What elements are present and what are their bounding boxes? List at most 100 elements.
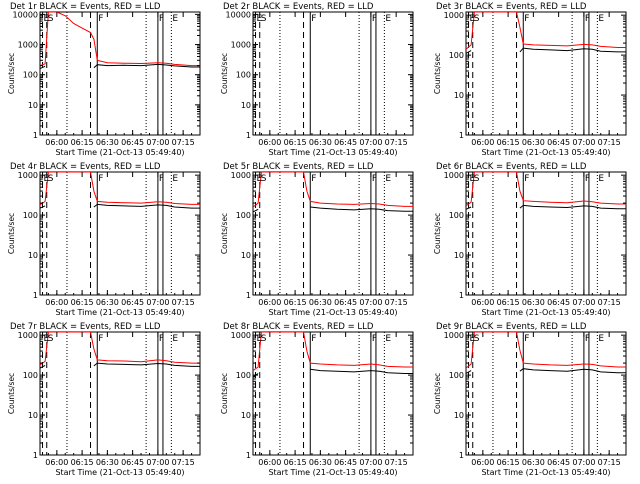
y-tick-label: 10 xyxy=(241,411,251,420)
y-tick-label: 10 xyxy=(454,91,464,100)
x-tick-label: 06:00 xyxy=(258,298,281,307)
x-axis-label: Start Time (21-Oct-13 05:49:40) xyxy=(268,308,397,317)
x-tick-label: 07:00 xyxy=(359,138,382,147)
event-marker-label: F xyxy=(98,174,103,184)
x-tick-label: 06:30 xyxy=(96,138,119,147)
event-marker-label: F xyxy=(372,14,377,24)
x-tick-label: 06:45 xyxy=(121,458,144,467)
event-marker-label: F xyxy=(159,14,164,24)
y-tick-label: 1 xyxy=(33,131,38,140)
x-tick-label: 07:00 xyxy=(572,138,595,147)
y-tick-label: 1 xyxy=(33,291,38,300)
y-axis-label: Counts/sec xyxy=(220,53,229,94)
y-tick-label: 100 xyxy=(23,71,38,80)
panel-title: Det 2r BLACK = Events, RED = LLD xyxy=(223,2,374,12)
x-tick-label: 06:15 xyxy=(71,458,94,467)
x-tick-label: 06:45 xyxy=(547,298,570,307)
y-axis-label: Counts/sec xyxy=(433,373,442,414)
y-tick-label: 100 xyxy=(23,211,38,220)
y-tick-label: 100 xyxy=(23,371,38,380)
x-tick-label: 07:00 xyxy=(146,458,169,467)
x-tick-label: 07:00 xyxy=(146,298,169,307)
x-tick-label: 06:00 xyxy=(471,298,494,307)
series-lld-line xyxy=(40,332,200,366)
series-events-line xyxy=(466,368,626,374)
x-tick-label: 06:30 xyxy=(96,298,119,307)
y-tick-label: 100 xyxy=(449,211,464,220)
x-tick-label: 07:00 xyxy=(146,138,169,147)
y-tick-label: 1000 xyxy=(444,11,464,20)
event-marker-label: F xyxy=(311,174,316,184)
x-tick-label: 06:15 xyxy=(497,298,520,307)
y-tick-label: 1 xyxy=(459,451,464,460)
x-tick-label: 06:15 xyxy=(284,298,307,307)
event-marker-label: S xyxy=(261,14,267,24)
y-tick-label: 100 xyxy=(236,371,251,380)
event-marker-label: E xyxy=(598,334,604,344)
series-events-line xyxy=(253,206,413,213)
x-tick-label: 06:45 xyxy=(121,138,144,147)
panel-title: Det 5r BLACK = Events, RED = LLD xyxy=(223,162,374,172)
event-marker-label: E xyxy=(44,174,50,184)
x-tick-label: 06:00 xyxy=(45,458,68,467)
x-tick-label: 06:30 xyxy=(309,138,332,147)
y-tick-label: 10 xyxy=(28,101,38,110)
plot-frame xyxy=(252,171,414,296)
x-tick-label: 06:45 xyxy=(547,138,570,147)
event-marker-label: E xyxy=(598,174,604,184)
x-tick-label: 06:30 xyxy=(522,138,545,147)
event-marker-label: E xyxy=(172,14,178,24)
event-marker-label: E xyxy=(470,14,476,24)
event-marker-label: F xyxy=(524,334,529,344)
event-marker-label: F xyxy=(98,14,103,24)
y-tick-label: 10 xyxy=(454,411,464,420)
event-marker-label: E xyxy=(385,174,391,184)
y-tick-label: 100 xyxy=(236,211,251,220)
x-tick-label: 06:30 xyxy=(522,298,545,307)
panel-title: Det 9r BLACK = Events, RED = LLD xyxy=(436,322,587,332)
plot-frame xyxy=(39,11,201,136)
event-marker-label: S xyxy=(48,14,54,24)
event-marker-label: S xyxy=(474,334,480,344)
plot-frame xyxy=(465,11,627,136)
y-tick-label: 1000 xyxy=(444,331,464,340)
x-tick-label: 06:45 xyxy=(121,298,144,307)
x-tick-label: 07:00 xyxy=(359,298,382,307)
event-marker-label: F xyxy=(372,174,377,184)
x-tick-label: 07:15 xyxy=(172,458,195,467)
event-marker-label: E xyxy=(44,334,50,344)
series-events-line xyxy=(40,203,200,209)
panel-title: Det 1r BLACK = Events, RED = LLD xyxy=(10,2,161,12)
event-marker-label: S xyxy=(261,174,267,184)
event-marker-label: F xyxy=(159,334,164,344)
event-marker-label: E xyxy=(257,174,263,184)
event-marker-label: F xyxy=(159,174,164,184)
y-tick-label: 100 xyxy=(236,71,251,80)
series-events-line xyxy=(40,362,200,369)
y-tick-label: 10 xyxy=(454,251,464,260)
y-axis-label: Counts/sec xyxy=(7,373,16,414)
event-marker-label: S xyxy=(474,174,480,184)
x-tick-label: 06:45 xyxy=(547,458,570,467)
event-marker-label: F xyxy=(98,334,103,344)
x-tick-label: 06:00 xyxy=(471,138,494,147)
panel-title: Det 7r BLACK = Events, RED = LLD xyxy=(10,322,161,332)
series-events-line xyxy=(40,63,200,69)
y-tick-label: 100 xyxy=(449,51,464,60)
panel-title: Det 6r BLACK = Events, RED = LLD xyxy=(436,162,587,172)
panel-title: Det 8r BLACK = Events, RED = LLD xyxy=(223,322,374,332)
x-tick-label: 06:15 xyxy=(71,138,94,147)
x-tick-label: 07:15 xyxy=(172,298,195,307)
y-tick-label: 10000 xyxy=(226,10,251,19)
event-marker-label: E xyxy=(598,14,604,24)
x-tick-label: 06:30 xyxy=(309,298,332,307)
x-axis-label: Start Time (21-Oct-13 05:49:40) xyxy=(55,148,184,157)
y-tick-label: 1000 xyxy=(231,171,251,180)
y-tick-label: 1 xyxy=(246,131,251,140)
